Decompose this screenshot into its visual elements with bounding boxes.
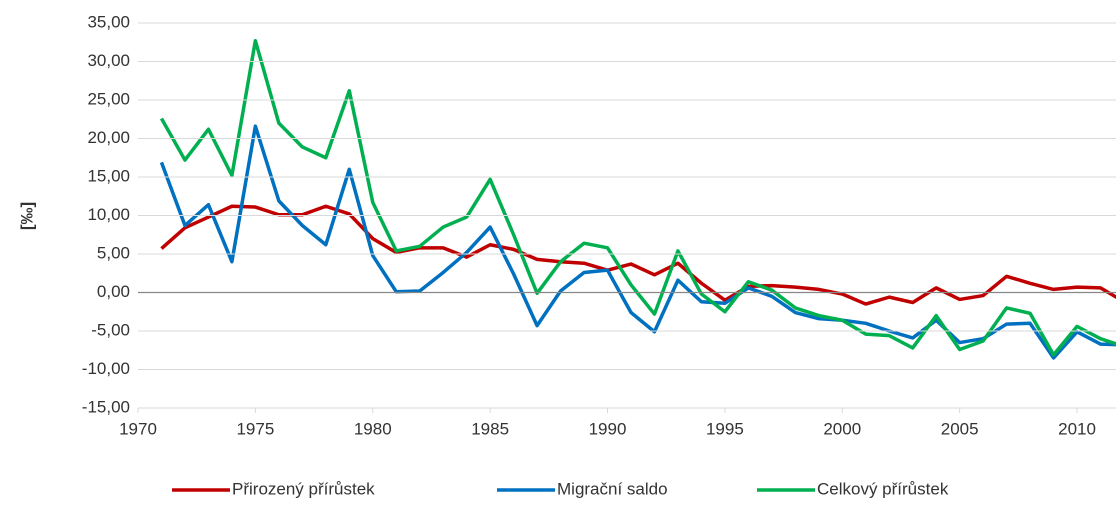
y-axis-label: [‰] [17,202,36,230]
x-tick-label: 2010 [1058,419,1096,438]
y-tick-label: 25,00 [87,89,130,108]
series-line [159,38,1116,357]
y-tick-label: 35,00 [87,12,130,31]
y-tick-label: -15,00 [82,397,130,416]
x-tick-label: 1970 [119,419,157,438]
x-tick-label: 1995 [706,419,744,438]
y-tick-label: 15,00 [87,166,130,185]
x-tick-label: 1990 [589,419,627,438]
legend-label: Přirozený přírůstek [232,479,375,498]
x-tick-label: 2000 [823,419,861,438]
y-tick-label: 5,00 [97,243,130,262]
plot-area [159,38,1116,360]
x-tick-label: 2005 [941,419,979,438]
y-tick-label: 30,00 [87,51,130,70]
series-line [159,124,1116,360]
legend-label: Celkový přírůstek [817,479,949,498]
legend-label: Migrační saldo [557,479,668,498]
y-tick-label: 0,00 [97,282,130,301]
series-line [160,204,1116,306]
x-tick-label: 1980 [354,419,392,438]
x-tick-label: 1975 [236,419,274,438]
y-tick-label: -5,00 [91,320,130,339]
y-tick-label: -10,00 [82,359,130,378]
x-tick-label: 1985 [471,419,509,438]
y-tick-label: 10,00 [87,205,130,224]
y-tick-label: 20,00 [87,128,130,147]
